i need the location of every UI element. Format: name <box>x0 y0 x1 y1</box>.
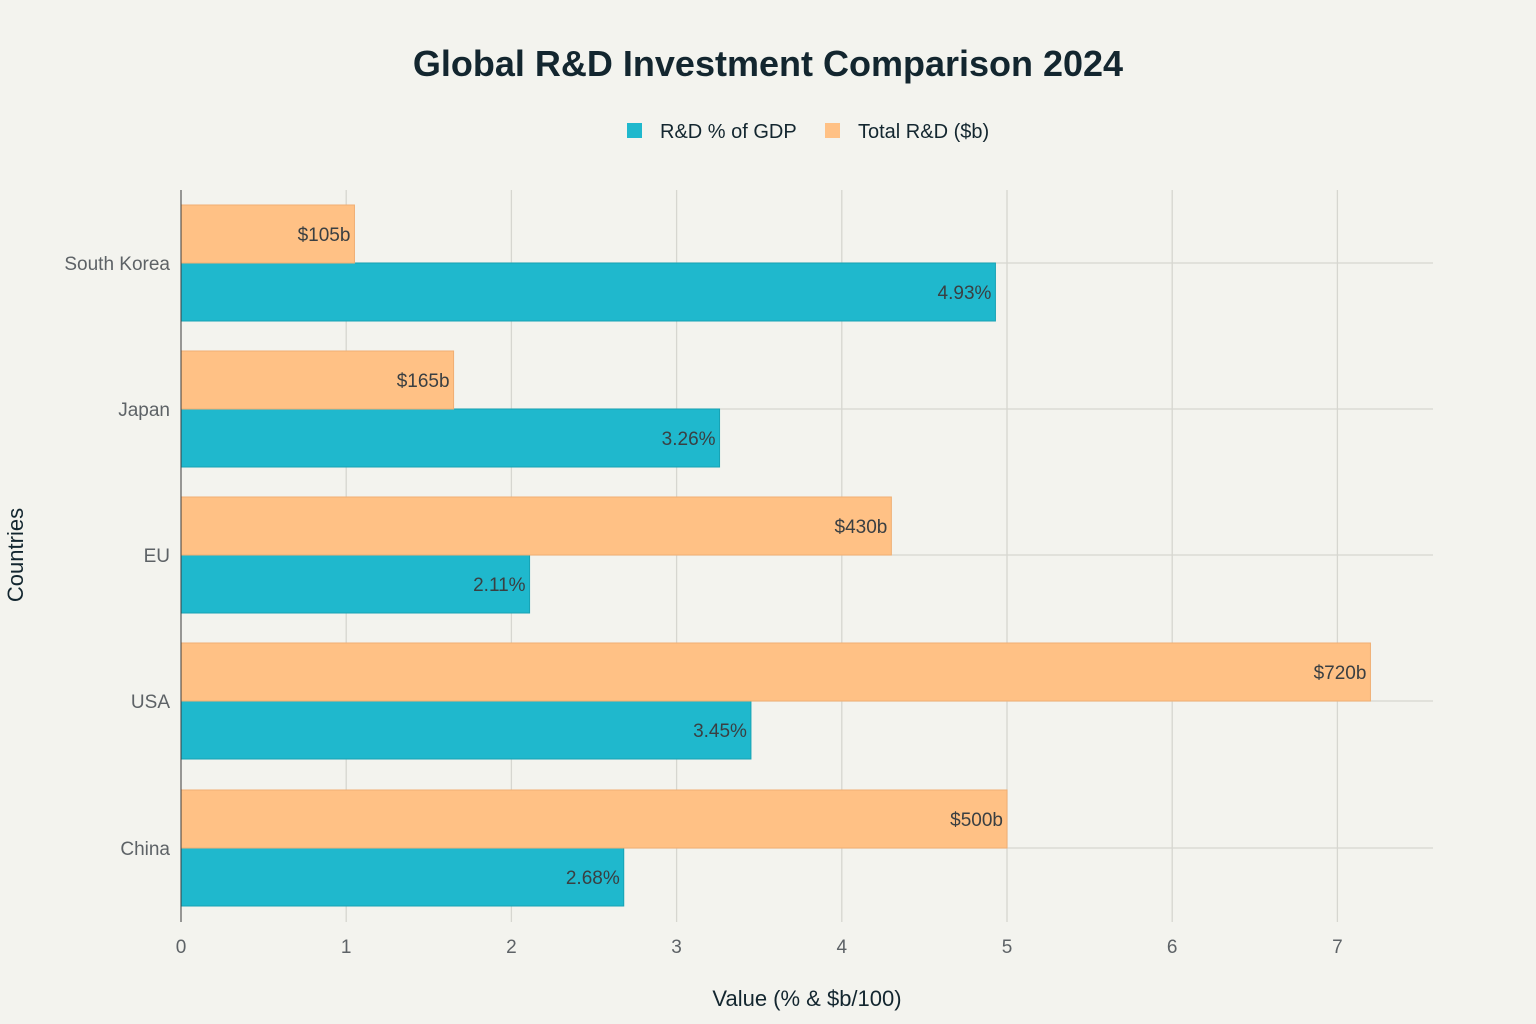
bar-label-total-rd: $165b <box>397 371 450 392</box>
bar-total-rd <box>180 642 1371 702</box>
bar-total-rd <box>180 496 892 556</box>
bar-label-total-rd: $720b <box>1314 663 1367 684</box>
bar-gdp-percent <box>180 262 996 322</box>
x-tick-label: 5 <box>1002 937 1013 958</box>
x-tick-label: 6 <box>1167 937 1178 958</box>
bar-gdp-percent <box>180 408 721 468</box>
bar-total-rd <box>180 789 1008 849</box>
bar-label-total-rd: $430b <box>835 517 888 538</box>
y-tick-label: South Korea <box>64 254 170 275</box>
legend: R&D % of GDP Total R&D ($b) <box>627 121 989 143</box>
legend-swatch-total <box>825 123 840 138</box>
bar-total-rd <box>180 350 455 410</box>
axes: 0 1 2 3 4 5 6 7 South Korea Japan EU USA China <box>64 190 1343 958</box>
bar-gdp-percent <box>180 847 625 907</box>
bar-label-gdp-percent: 4.93% <box>938 283 992 304</box>
bar-gdp-percent <box>180 700 752 760</box>
bars <box>180 204 1371 907</box>
bar-labels: 4.93% 3.26% 2.11% 3.45% 2.68% $105b $165b $430b… <box>298 225 1367 889</box>
legend-label-gdp: R&D % of GDP <box>660 121 797 143</box>
y-axis-title: Countries <box>3 508 28 602</box>
legend-label-total: Total R&D ($b) <box>858 121 989 143</box>
x-tick-label: 7 <box>1332 937 1343 958</box>
x-axis-title: Value (% & $b/100) <box>712 986 901 1011</box>
x-tick-label: 2 <box>506 937 517 958</box>
y-tick-label: USA <box>131 692 170 713</box>
bar-label-total-rd: $500b <box>950 810 1003 831</box>
bar-label-gdp-percent: 2.11% <box>473 575 526 596</box>
bar-label-gdp-percent: 3.45% <box>693 721 747 742</box>
x-tick-label: 1 <box>341 937 352 958</box>
x-tick-label: 0 <box>176 937 187 958</box>
bar-label-total-rd: $105b <box>298 225 351 246</box>
chart-title: Global R&D Investment Comparison 2024 <box>413 43 1123 84</box>
y-tick-label: China <box>120 839 170 860</box>
y-tick-label: Japan <box>118 400 170 421</box>
legend-swatch-gdp <box>627 123 642 138</box>
bar-label-gdp-percent: 2.68% <box>566 868 620 889</box>
bar-label-gdp-percent: 3.26% <box>662 429 716 450</box>
x-tick-label: 4 <box>837 937 848 958</box>
y-tick-label: EU <box>144 546 170 567</box>
x-tick-label: 3 <box>671 937 682 958</box>
bar-total-rd <box>180 204 355 264</box>
